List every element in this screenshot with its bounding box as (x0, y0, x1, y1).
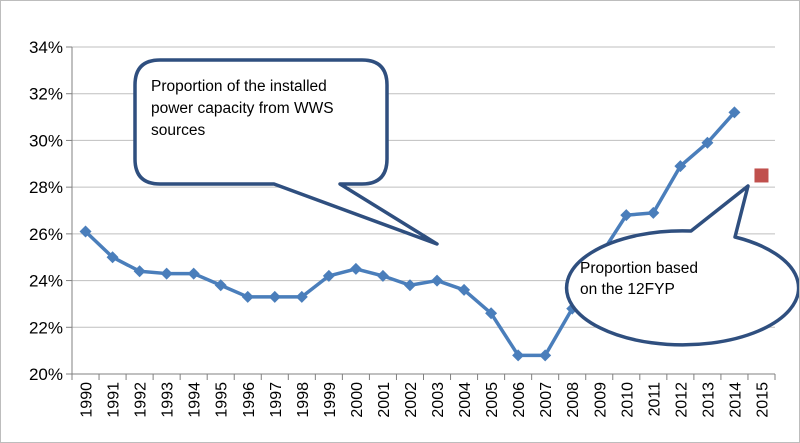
x-tick-label: 2015 (754, 382, 771, 418)
x-tick-label: 2012 (673, 382, 690, 418)
y-tick-label: 22% (29, 318, 63, 337)
series-1-point (754, 168, 769, 183)
callout-wws-shape (133, 58, 439, 246)
series-0-point (187, 267, 200, 280)
x-tick-label: 2010 (619, 382, 636, 418)
x-tick-label: 2001 (376, 382, 393, 418)
callout-wws: Proportion of the installed power capaci… (133, 58, 439, 246)
x-tick-label: 2002 (403, 382, 420, 418)
x-tick-label: 2009 (592, 382, 609, 418)
x-tick-label: 2013 (700, 382, 717, 418)
axes (71, 47, 776, 380)
series-0-point (79, 225, 92, 238)
series-0-point (701, 136, 714, 149)
series-0-point (322, 269, 335, 282)
series-0-point (539, 349, 552, 362)
series-0-point (403, 279, 416, 292)
x-tick-label: 2003 (430, 382, 447, 418)
y-tick-label: 32% (29, 85, 63, 104)
series-0-point (349, 262, 362, 275)
callout-12fyp-shape (564, 184, 800, 347)
y-tick-label: 24% (29, 272, 63, 291)
y-tick-label: 20% (29, 365, 63, 384)
series (79, 106, 769, 362)
callout-12fyp-line-2: on the 12FYP (580, 281, 675, 298)
series-0-point (674, 160, 687, 173)
x-tick-label: 2007 (538, 382, 555, 418)
callout-wws-line-3: sources (151, 122, 206, 139)
y-tick-label: 28% (29, 178, 63, 197)
x-tick-label: 1998 (295, 382, 312, 418)
x-tick-label: 1996 (241, 382, 258, 418)
callout-wws-line-2: power capacity from WWS (151, 100, 334, 117)
x-tick-label: 1991 (106, 382, 123, 418)
x-tick-label: 1992 (133, 382, 150, 418)
y-tick-label: 30% (29, 131, 63, 150)
y-tick-label: 26% (29, 225, 63, 244)
series-0-point (458, 283, 471, 296)
series-0-point (160, 267, 173, 280)
x-tick-label: 2006 (511, 382, 528, 418)
series-0-point (431, 274, 444, 287)
series-0-point (295, 290, 308, 303)
x-tick-label: 1994 (187, 382, 204, 418)
callout-12fyp-line-1: Proportion based (580, 260, 698, 277)
series-0-point (376, 269, 389, 282)
x-tick-label: 1999 (322, 382, 339, 418)
x-tick-label: 2005 (484, 382, 501, 418)
series-0-point (728, 106, 741, 119)
x-tick-label: 1997 (268, 382, 285, 418)
x-tick-labels: 1990 1991 1992 1993 1994 1995 1996 1997 1998 1999… (79, 382, 772, 418)
series-0-point (647, 206, 660, 219)
series-0-point (620, 209, 633, 222)
series-0-point (512, 349, 525, 362)
x-tick-label: 1993 (160, 382, 177, 418)
series-0-point (268, 290, 281, 303)
x-tick-label: 1995 (214, 382, 231, 418)
series-0-point (485, 307, 498, 320)
series-0-point (241, 290, 254, 303)
x-tick-label: 2014 (727, 382, 744, 418)
x-tick-label: 2011 (646, 382, 663, 417)
x-tick-label: 2000 (349, 382, 366, 418)
series-0-point (133, 265, 146, 278)
callout-wws-line-1: Proportion of the installed (151, 78, 327, 95)
y-tick-label: 34% (29, 38, 63, 57)
x-tick-label: 2008 (565, 382, 582, 418)
y-tick-labels: 20% 22% 24% 26% 28% 30% 32% 34% (29, 38, 63, 384)
x-tick-label: 1990 (79, 382, 96, 418)
callout-12fyp: Proportion based on the 12FYP (564, 184, 800, 347)
series-0-point (214, 279, 227, 292)
x-tick-label: 2004 (457, 382, 474, 418)
series-0-point (106, 251, 119, 264)
